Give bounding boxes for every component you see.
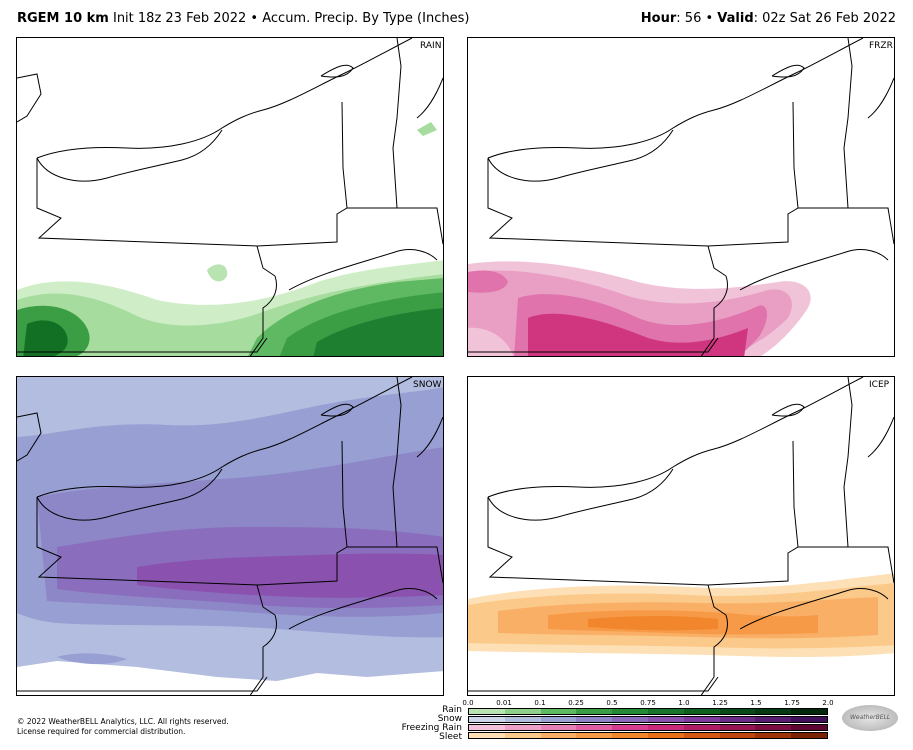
legend-tick: 0.25 [568, 699, 584, 707]
legend-color-swatch [540, 733, 577, 738]
legend-color-swatch [612, 733, 648, 738]
legend-color-swatch [612, 717, 648, 722]
legend-tick: 1.25 [712, 699, 728, 707]
legend-color-swatch [683, 709, 720, 714]
frzr-panel-label: FRZR [869, 41, 893, 51]
frzr-boundaries [468, 38, 894, 356]
legend-color-swatch [540, 717, 577, 722]
valid-value: : 02z Sat 26 Feb 2022 [753, 11, 896, 26]
legend-tick: 0.5 [606, 699, 618, 707]
legend-color-swatch [504, 717, 541, 722]
legend-tick: 1.0 [678, 699, 690, 707]
legend-color-swatch [576, 709, 613, 714]
model-name: RGEM 10 km [17, 11, 109, 26]
frzr-map: FRZR [468, 38, 894, 356]
legend-color-swatch [647, 717, 684, 722]
init-time: Init 18z 23 Feb 2022 • Accum. Precip. By… [112, 11, 470, 26]
legend-color-swatch [576, 725, 613, 730]
legend-color-swatch [469, 717, 505, 722]
legend-bar-snow [468, 716, 828, 723]
legend-color-swatch [504, 709, 541, 714]
legend-color-swatch [719, 709, 756, 714]
legend-color-swatch [612, 709, 648, 714]
legend-color-swatch [576, 717, 613, 722]
valid-label: Valid [717, 11, 754, 26]
copyright-notice: © 2022 WeatherBELL Analytics, LLC. All r… [17, 717, 229, 737]
legend-color-swatch [791, 733, 827, 738]
frzr-precip-field [468, 261, 811, 356]
legend-color-swatch [719, 717, 756, 722]
icep-map-panel: ICEP [467, 376, 895, 696]
icep-panel-label: ICEP [869, 380, 890, 390]
legend-color-swatch [469, 725, 505, 730]
legend-color-swatch [647, 733, 684, 738]
legend-label-snow: Snow [437, 714, 462, 724]
legend-tick: 2.0 [822, 699, 834, 707]
legend-color-swatch [647, 725, 684, 730]
legend-color-swatch [647, 709, 684, 714]
copyright-line: © 2022 WeatherBELL Analytics, LLC. All r… [17, 717, 229, 726]
rain-map-panel: RAIN [16, 37, 444, 357]
valid-time: Hour: 56 • Valid: 02z Sat 26 Feb 2022 [641, 11, 896, 26]
precip-legend: 0.0 0.01 0.1 0.25 0.5 0.75 1.0 1.25 1.5 1.75 2.0 R… [400, 699, 840, 747]
legend-color-swatch [469, 733, 505, 738]
legend-color-swatch [504, 725, 541, 730]
legend-label-rain: Rain [442, 705, 462, 715]
icep-precip-field [468, 573, 894, 657]
legend-color-swatch [683, 717, 720, 722]
map-title: RGEM 10 km Init 18z 23 Feb 2022 • Accum.… [17, 11, 469, 26]
legend-color-swatch [791, 709, 827, 714]
legend-tick: 0.1 [534, 699, 546, 707]
legend-color-swatch [755, 733, 792, 738]
icep-map: ICEP [468, 377, 894, 695]
legend-color-swatch [469, 709, 505, 714]
hour-label: Hour [640, 11, 677, 26]
legend-color-swatch [540, 709, 577, 714]
legend-color-swatch [791, 725, 827, 730]
weatherbell-logo: WeatherBELL [842, 705, 898, 731]
icep-boundaries [468, 377, 894, 695]
legend-tick: 1.75 [784, 699, 800, 707]
legend-bar-rain [468, 708, 828, 715]
snow-boundaries [17, 377, 443, 695]
legend-color-swatch [504, 733, 541, 738]
legend-color-swatch [576, 733, 613, 738]
legend-color-swatch [683, 725, 720, 730]
legend-color-swatch [755, 709, 792, 714]
snow-precip-field [17, 377, 443, 695]
frzr-map-panel: FRZR [467, 37, 895, 357]
legend-bar-freezing-rain [468, 724, 828, 731]
legend-color-swatch [719, 725, 756, 730]
legend-tick: 0.0 [462, 699, 474, 707]
rain-panel-label: RAIN [420, 41, 441, 51]
snow-panel-label: SNOW [413, 380, 442, 390]
legend-color-swatch [791, 717, 827, 722]
legend-color-swatch [612, 725, 648, 730]
hour-value: : 56 • [676, 11, 714, 26]
legend-bar-sleet [468, 732, 828, 739]
legend-color-swatch [683, 733, 720, 738]
legend-color-swatch [719, 733, 756, 738]
legend-label-sleet: Sleet [439, 732, 462, 742]
legend-color-swatch [755, 717, 792, 722]
legend-tick: 1.5 [750, 699, 762, 707]
legend-tick: 0.01 [496, 699, 512, 707]
legend-tick: 0.75 [640, 699, 656, 707]
rain-boundaries [17, 38, 443, 356]
license-line: License required for commercial distribu… [17, 727, 186, 736]
logo-text: WeatherBELL [850, 714, 891, 721]
legend-color-swatch [755, 725, 792, 730]
rain-map: RAIN [17, 38, 443, 356]
rain-precip-field [17, 122, 443, 356]
legend-color-swatch [540, 725, 577, 730]
snow-map-panel: SNOW [16, 376, 444, 696]
snow-map: SNOW [17, 377, 443, 695]
legend-label-freezing-rain: Freezing Rain [401, 723, 462, 733]
